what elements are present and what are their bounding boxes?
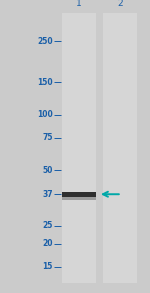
Text: 1: 1 [76, 0, 82, 8]
Text: 20: 20 [42, 239, 53, 248]
Text: 75: 75 [42, 133, 53, 142]
Bar [62, 13, 96, 283]
Text: 2: 2 [117, 0, 123, 8]
Text: 15: 15 [43, 262, 53, 271]
Text: 50: 50 [43, 166, 53, 175]
Text: 250: 250 [37, 37, 53, 46]
Bar [62, 192, 96, 197]
Text: 100: 100 [37, 110, 53, 119]
Bar [62, 197, 96, 200]
Bar [103, 13, 137, 283]
Text: 25: 25 [43, 221, 53, 230]
Text: 150: 150 [37, 78, 53, 87]
Text: 37: 37 [42, 190, 53, 199]
